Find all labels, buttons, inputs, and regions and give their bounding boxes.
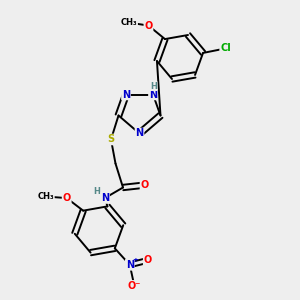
Text: N: N xyxy=(149,89,157,100)
Text: N: N xyxy=(135,128,144,139)
Text: O⁻: O⁻ xyxy=(128,281,141,291)
Text: CH₃: CH₃ xyxy=(121,18,137,27)
Text: +: + xyxy=(132,257,138,263)
Text: O: O xyxy=(140,180,149,190)
Text: N: N xyxy=(101,193,109,203)
Text: H: H xyxy=(150,82,157,91)
Text: CH₃: CH₃ xyxy=(38,192,54,201)
Text: S: S xyxy=(107,134,115,145)
Text: Cl: Cl xyxy=(220,44,231,53)
Text: O: O xyxy=(144,21,153,31)
Text: O: O xyxy=(144,255,152,265)
Text: N: N xyxy=(126,260,134,270)
Text: O: O xyxy=(63,193,71,203)
Text: H: H xyxy=(93,187,100,196)
Text: N: N xyxy=(122,89,130,100)
